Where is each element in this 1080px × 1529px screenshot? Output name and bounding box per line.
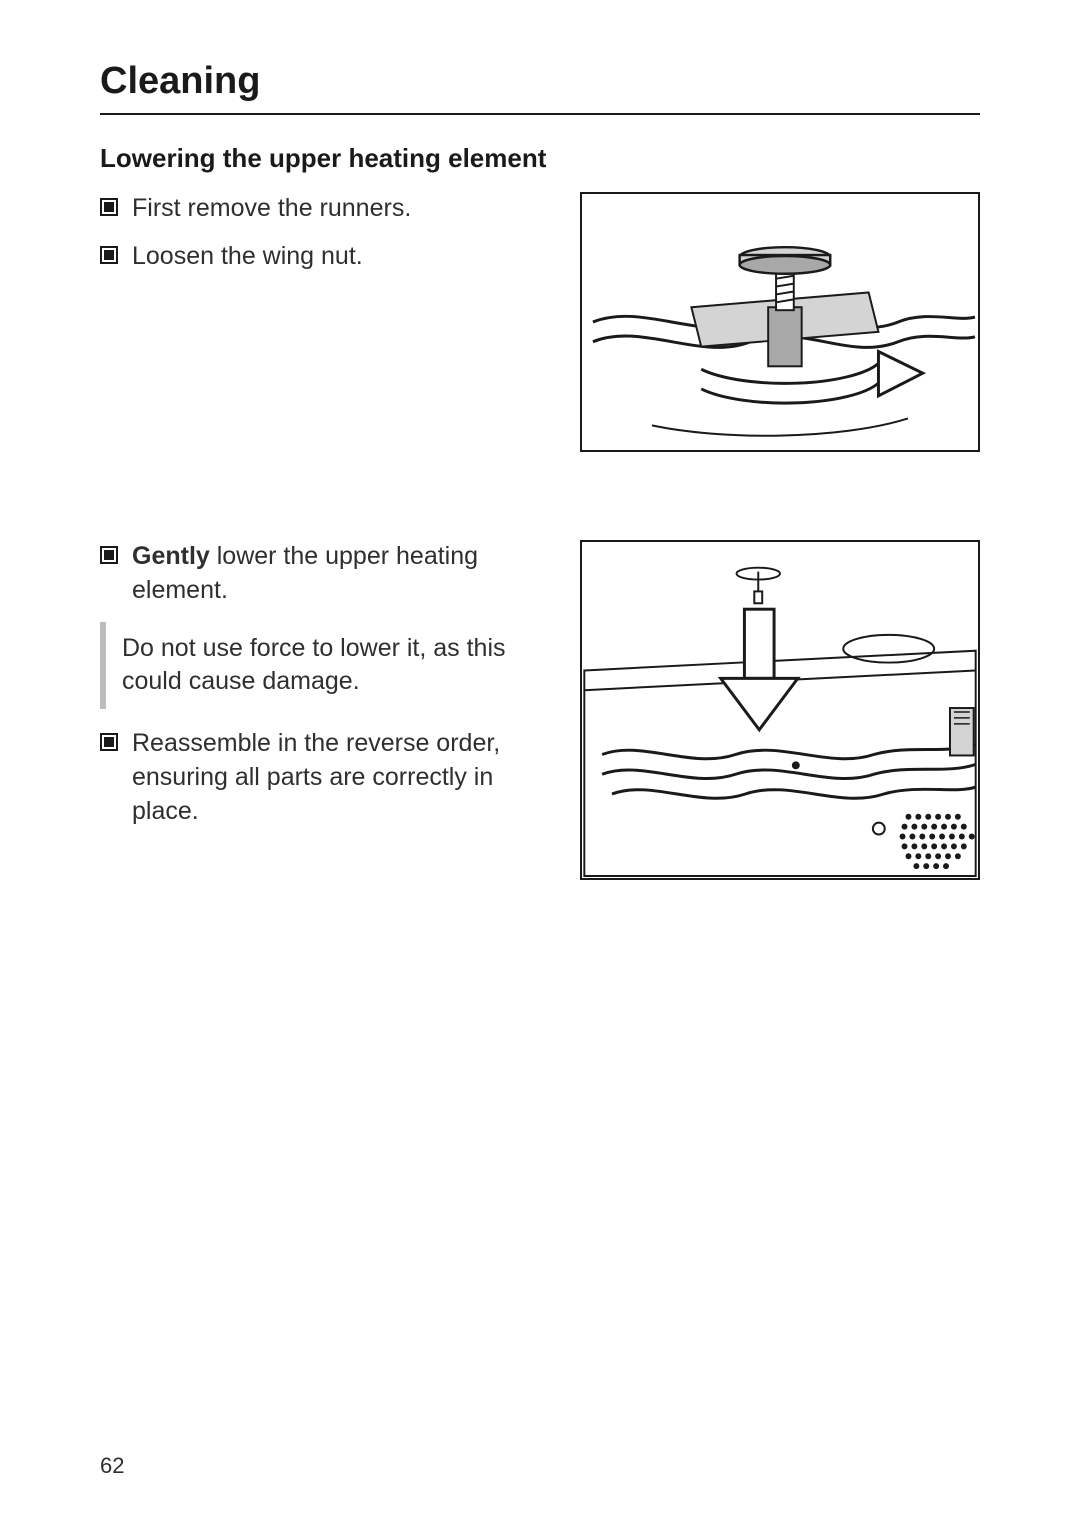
- square-bullet-icon: [100, 246, 118, 264]
- list-item-text: Loosen the wing nut.: [132, 240, 363, 274]
- chapter-title: Cleaning: [100, 60, 980, 115]
- caution-box: Do not use force to lower it, as this co…: [100, 622, 525, 710]
- list-item-text: First remove the runners.: [132, 192, 411, 226]
- list-item: Loosen the wing nut.: [100, 240, 525, 274]
- bold-word: Gently: [132, 542, 210, 570]
- block-1-text: First remove the runners. Loosen the win…: [100, 192, 525, 288]
- block-1-figure-wrap: [555, 192, 980, 452]
- list-item: First remove the runners.: [100, 192, 525, 226]
- list-item-text: Gently lower the upper heating element.: [132, 540, 525, 608]
- square-bullet-icon: [100, 198, 118, 216]
- figure-lower-element: [580, 540, 980, 880]
- page-number: 62: [100, 1453, 124, 1479]
- list-item: Gently lower the upper heating element.: [100, 540, 525, 608]
- list-item: Reassemble in the reverse order, ensurin…: [100, 727, 525, 828]
- block-1: First remove the runners. Loosen the win…: [100, 192, 980, 452]
- list-item-text: Reassemble in the reverse order, ensurin…: [132, 727, 525, 828]
- block-2: Gently lower the upper heating element. …: [100, 540, 980, 880]
- block-2-figure-wrap: [555, 540, 980, 880]
- figure-wing-nut: [580, 192, 980, 452]
- square-bullet-icon: [100, 546, 118, 564]
- page: Cleaning Lowering the upper heating elem…: [0, 0, 1080, 1529]
- square-bullet-icon: [100, 733, 118, 751]
- spacer: [100, 452, 980, 540]
- block-2-text: Gently lower the upper heating element. …: [100, 540, 525, 842]
- section-heading: Lowering the upper heating element: [100, 143, 980, 174]
